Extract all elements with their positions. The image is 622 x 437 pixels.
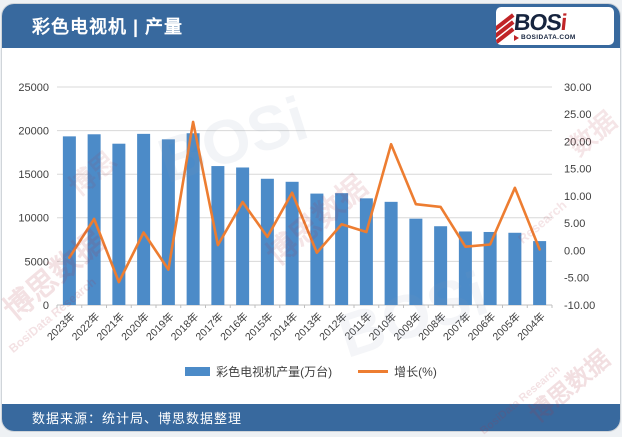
- left-axis-tick-label: 20000: [18, 125, 49, 137]
- footer-bar: 数据来源：统计局、博思数据整理: [2, 404, 620, 431]
- right-axis-tick-label: 20.00: [564, 136, 592, 148]
- combo-chart: 0 5000 10000 15000 20000 25000 -10.00 -5.00 0.00…: [18, 82, 595, 343]
- right-axis-tick-label: -10.00: [564, 300, 595, 312]
- data-source-note: 数据来源：统计局、博思数据整理: [32, 411, 243, 426]
- bar-2010年: [384, 201, 398, 305]
- bar-2019年: [161, 139, 175, 305]
- left-axis-tick-label: 25000: [18, 82, 49, 94]
- chart-area: 0 5000 10000 15000 20000 25000 -10.00 -5.00 0.00…: [2, 48, 620, 404]
- bar-2012年: [335, 193, 349, 305]
- logo-domain: BOSIDATA.COM: [521, 33, 576, 41]
- bar-2023年: [62, 136, 76, 305]
- bar-2016年: [236, 167, 250, 305]
- x-axis-label: 2004年: [515, 310, 548, 343]
- right-axis-tick-label: -5.00: [564, 273, 589, 285]
- bar-2007年: [458, 231, 472, 305]
- header-bar: 彩色电视机 | 产量 BOSi BOSIDATA.COM: [2, 4, 620, 48]
- right-axis-tick-label: 30.00: [564, 82, 592, 94]
- bar-2021年: [112, 143, 126, 305]
- chart-legend: 彩色电视机产量(万台) 增长(%): [2, 363, 620, 380]
- bar-series-label: 彩色电视机产量(万台): [216, 365, 333, 379]
- right-axis-tick-label: 0.00: [564, 245, 585, 257]
- bar-2004年: [533, 241, 547, 305]
- legend-item-production: 彩色电视机产量(万台): [185, 363, 332, 380]
- right-axis-tick-label: 15.00: [564, 164, 592, 176]
- report-card: 彩色电视机 | 产量 BOSi BOSIDATA.COM 0 5000 10000 1…: [2, 4, 620, 431]
- bar-2020年: [137, 133, 151, 305]
- bar-2014年: [285, 181, 299, 305]
- logo-stripes-icon: [496, 7, 515, 45]
- legend-item-growth: 增长(%): [358, 363, 437, 380]
- page-title: 彩色电视机 | 产量: [32, 17, 184, 37]
- left-axis-tick-label: 15000: [18, 169, 49, 181]
- bar-2017年: [211, 166, 225, 305]
- right-axis-tick-label: 25.00: [564, 109, 592, 121]
- bar-2018年: [186, 133, 200, 305]
- right-axis-tick-label: 5.00: [564, 218, 585, 230]
- line-series-swatch: [358, 370, 389, 373]
- bar-series-swatch: [185, 367, 211, 376]
- left-axis-tick-label: 10000: [18, 213, 49, 225]
- left-axis-tick-label: 5000: [25, 256, 49, 268]
- x-axis-label: 2012年: [317, 310, 350, 343]
- right-axis-tick-label: 10.00: [564, 191, 592, 203]
- bar-2006年: [483, 231, 497, 305]
- logo-triangle-icon: [514, 35, 519, 41]
- bar-2009年: [409, 218, 423, 305]
- bar-2015年: [260, 178, 274, 305]
- line-series-label: 增长(%): [394, 365, 437, 379]
- growth-line: [68, 120, 541, 284]
- bar-2008年: [434, 226, 448, 305]
- bosi-logo: BOSi BOSIDATA.COM: [496, 7, 614, 45]
- bar-2005年: [508, 232, 522, 305]
- logo-wordmark: BOSi: [512, 8, 568, 35]
- left-axis-tick-label: 0: [43, 300, 49, 312]
